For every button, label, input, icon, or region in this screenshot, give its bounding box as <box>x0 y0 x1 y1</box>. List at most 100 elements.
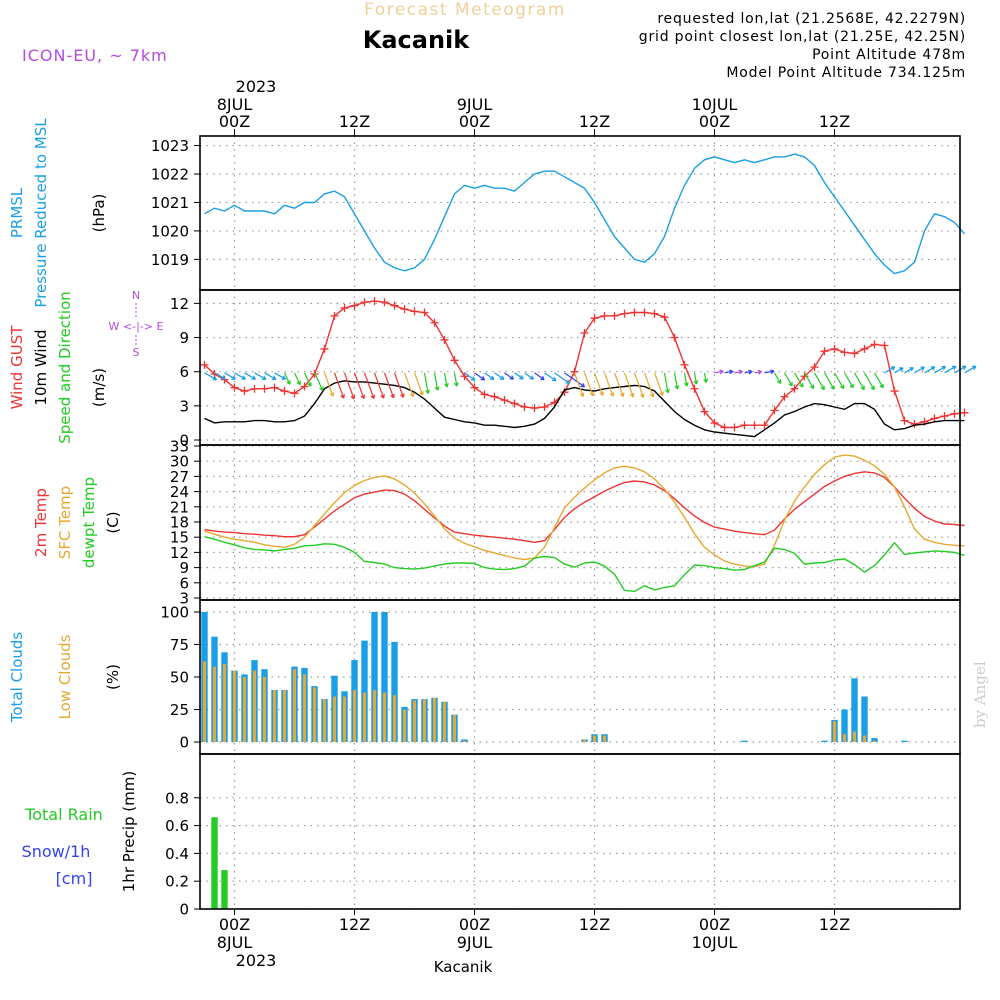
gust-marker <box>720 423 729 432</box>
series-line-sfc-temp <box>204 454 965 568</box>
bottom-tick-label: 12Z <box>339 915 370 934</box>
panels: 1019 1020 1021 1022 1023 PRMSL Pressure Reduce… <box>8 118 977 919</box>
wind-arrow <box>754 369 762 375</box>
gust-marker <box>530 404 539 413</box>
wind-arrow <box>204 372 218 381</box>
wind-arrow <box>413 372 424 396</box>
gust-marker <box>820 347 829 356</box>
bar-low-clouds <box>233 670 236 742</box>
panel-title-line: Snow/1h <box>22 842 91 861</box>
wind-arrow <box>773 372 782 385</box>
bar-total-clouds <box>391 641 398 742</box>
wind-arrow <box>373 372 385 399</box>
compass-south: S <box>133 346 140 359</box>
wind-arrow <box>393 372 405 398</box>
bar-low-clouds <box>863 735 866 742</box>
bar-low-clouds <box>873 740 876 742</box>
bar-low-clouds <box>403 709 406 742</box>
bar-low-clouds <box>263 677 266 742</box>
gust-marker <box>430 318 439 327</box>
panel-title-line: PRMSL <box>8 187 26 238</box>
bar-low-clouds <box>413 700 416 742</box>
bar-low-clouds <box>593 735 596 742</box>
gust-marker <box>380 298 389 307</box>
gust-marker <box>510 399 519 408</box>
y-tick-label: 12 <box>170 544 189 562</box>
wind-arrow <box>744 369 753 375</box>
y-tick-label: 21 <box>170 498 189 516</box>
panel-title-line: Low Clouds <box>56 634 74 719</box>
wind-arrow <box>603 372 615 397</box>
bar-low-clouds <box>213 666 216 742</box>
panel-title-line: [cm] <box>56 869 93 888</box>
wind-arrow <box>793 372 804 388</box>
gust-marker <box>680 360 689 369</box>
wind-arrow <box>724 369 734 375</box>
wind-arrow <box>803 372 815 390</box>
bottom-tick-label: 00Z <box>699 915 730 934</box>
wind-arrow <box>884 366 896 374</box>
wind-arrow <box>693 372 699 385</box>
panel-pressure: 1019 1020 1021 1022 1023 PRMSL Pressure Reduce… <box>8 118 966 308</box>
top-date-label: 8JUL <box>217 95 253 114</box>
point-altitude: Point Altitude 478m <box>812 47 966 63</box>
gust-marker <box>760 421 769 430</box>
panel-ylabel: (hPa) <box>90 194 108 233</box>
wind-arrow <box>583 372 595 397</box>
gust-marker <box>830 344 839 353</box>
bar-low-clouds <box>243 677 246 742</box>
gust-marker <box>360 298 369 307</box>
wind-arrow <box>613 372 625 398</box>
panel-clouds: 0 25 50 75 100 Total Clouds Low Clouds (%) <box>8 599 961 755</box>
bar-total-rain <box>221 870 228 909</box>
bottom-year: 2023 <box>236 951 277 970</box>
series-line-wind-gust <box>204 300 965 429</box>
bar-low-clouds <box>283 690 286 742</box>
gust-marker <box>340 303 349 312</box>
series-line-dewpt-temp <box>204 536 965 593</box>
bar-low-clouds <box>603 735 606 742</box>
wind-arrow <box>244 372 257 380</box>
bar-low-clouds <box>223 664 226 742</box>
y-tick-label: 18 <box>170 514 189 532</box>
bar-total-clouds <box>901 740 908 742</box>
bar-total-rain <box>211 817 218 909</box>
series-line-2m-temp <box>204 471 965 544</box>
gust-marker <box>240 387 249 396</box>
wind-arrow <box>353 372 366 400</box>
panel-precip: 0 0.2 0.4 0.6 0.8 Total Rain Snow/1h [cm] 1hr Pr… <box>22 753 961 919</box>
wind-arrow <box>343 372 356 400</box>
bar-total-clouds <box>361 640 368 742</box>
bottom-tick-label: 00Z <box>459 915 490 934</box>
wind-arrow <box>254 372 267 380</box>
gust-marker <box>930 414 939 423</box>
gust-marker <box>710 418 719 427</box>
y-tick-label: 0.2 <box>165 873 189 891</box>
compass-west-east: W <-|-> E <box>109 320 164 333</box>
faded-title: Forecast Meteogram <box>364 0 566 20</box>
bar-low-clouds <box>833 721 836 742</box>
wind-arrow <box>914 366 925 374</box>
gust-marker <box>260 384 269 393</box>
model-altitude: Model Point Altitude 734.125m <box>726 65 966 81</box>
y-tick-label: 0 <box>179 734 189 752</box>
wind-arrow <box>894 367 904 374</box>
y-tick-label: 100 <box>160 604 189 622</box>
bar-total-clouds <box>841 709 848 742</box>
bar-total-clouds <box>821 740 828 742</box>
panel-frame <box>199 289 961 446</box>
panel-ylabel: (%) <box>104 664 122 690</box>
wind-arrow <box>383 372 395 399</box>
gust-marker <box>520 402 529 411</box>
wind-arrow <box>783 372 793 387</box>
y-tick-label: 25 <box>170 701 189 719</box>
gust-marker <box>330 311 339 320</box>
panel-ylabel: 1hr Precip (mm) <box>120 771 138 892</box>
bar-low-clouds <box>453 714 456 742</box>
bar-low-clouds <box>443 701 446 742</box>
gust-marker <box>810 363 819 372</box>
panel-ylabel: (m/s) <box>90 368 108 407</box>
gust-marker <box>440 335 449 344</box>
wind-arrow <box>283 372 291 385</box>
